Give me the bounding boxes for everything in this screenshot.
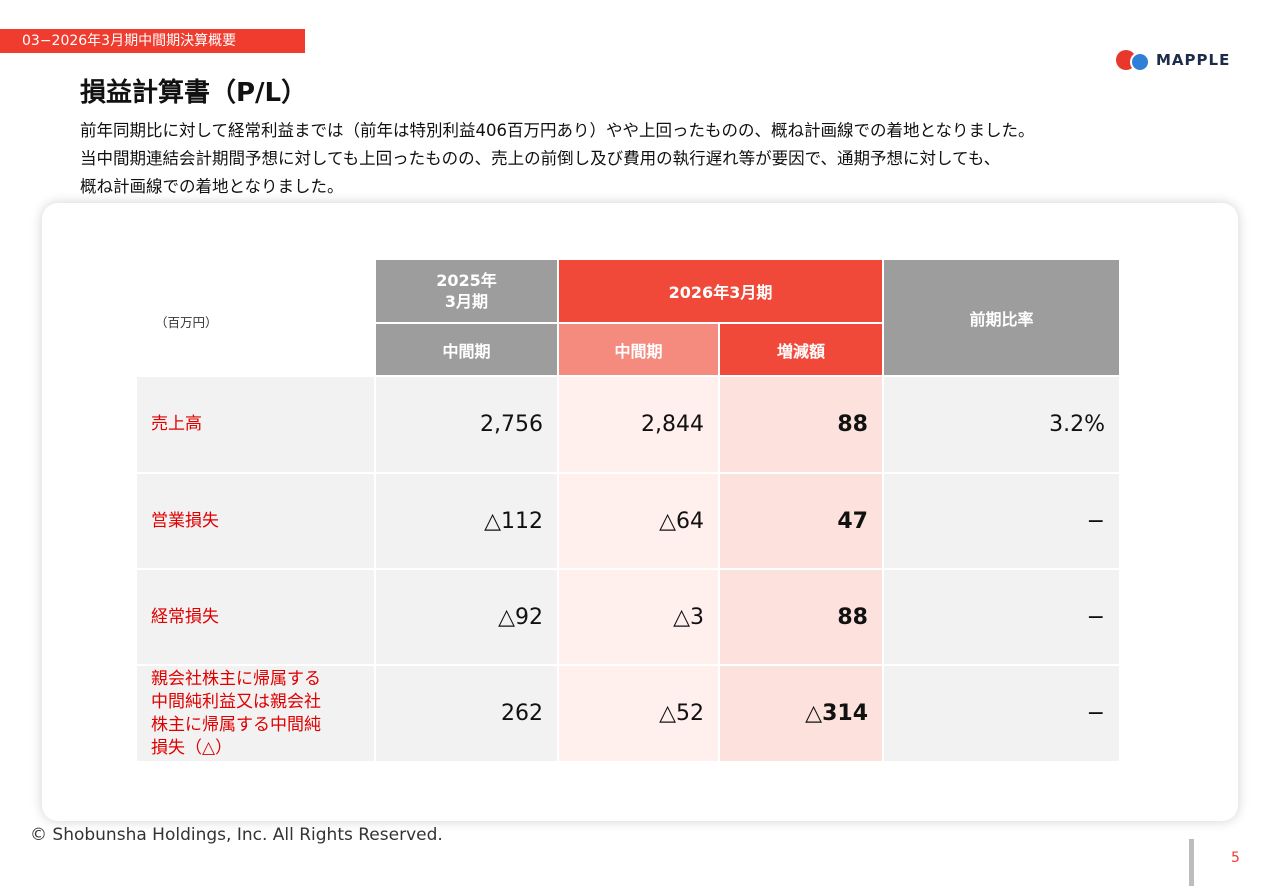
header-curr-interim: 中間期 [559, 324, 718, 375]
cell-change: 88 [720, 570, 882, 664]
cell-prev: △112 [376, 474, 557, 568]
cell-curr: △52 [559, 666, 718, 761]
row-label-line: 親会社株主に帰属する [151, 668, 321, 689]
row-label-line: 中間純利益又は親会社 [151, 691, 321, 712]
row-label-line: 株主に帰属する中間純 [151, 714, 321, 735]
header-curr-year: 2026年3月期 [559, 260, 882, 322]
cell-ratio: − [884, 570, 1119, 664]
description-line: 前年同期比に対して経常利益までは（前年は特別利益406百万円あり）やや上回ったも… [80, 121, 1035, 140]
unit-label: （百万円） [155, 315, 218, 330]
row-label-line: 損失（△） [151, 737, 233, 758]
description-line: 概ね計画線での着地となりました。 [80, 177, 344, 196]
logo-mark-icon [1114, 46, 1154, 74]
cell-prev: 262 [376, 666, 557, 761]
cell-ratio: 3.2% [884, 377, 1119, 472]
cell-curr: 2,844 [559, 377, 718, 472]
row-label-ordinary-loss: 経常損失 [137, 570, 374, 664]
cell-change: 47 [720, 474, 882, 568]
page-number: 5 [1231, 850, 1240, 866]
page-number-divider [1189, 839, 1194, 886]
cell-change: 88 [720, 377, 882, 472]
header-prev-year: 2025年 3月期 [376, 260, 557, 322]
header-ratio: 前期比率 [884, 260, 1119, 375]
cell-change: △314 [720, 666, 882, 761]
cell-ratio: − [884, 474, 1119, 568]
header-change: 増減額 [720, 324, 882, 375]
mapple-logo: MAPPLE [1114, 44, 1230, 76]
cell-prev: 2,756 [376, 377, 557, 472]
row-label-net-income: 親会社株主に帰属する 中間純利益又は親会社 株主に帰属する中間純 損失（△） [137, 666, 374, 761]
cell-curr: △3 [559, 570, 718, 664]
cell-ratio: − [884, 666, 1119, 761]
logo-text: MAPPLE [1156, 51, 1231, 69]
row-label-operating-loss: 営業損失 [137, 474, 374, 568]
page-title: 損益計算書（P/L） [80, 78, 308, 108]
cell-prev: △92 [376, 570, 557, 664]
description-line: 当中間期連結会計期間予想に対しても上回ったものの、売上の前倒し及び費用の執行遅れ… [80, 149, 1001, 168]
section-tag: 03−2026年3月期中間期決算概要 [0, 29, 305, 53]
cell-curr: △64 [559, 474, 718, 568]
header-prev-interim: 中間期 [376, 324, 557, 375]
description: 前年同期比に対して経常利益までは（前年は特別利益406百万円あり）やや上回ったも… [80, 117, 1230, 201]
copyright: © Shobunsha Holdings, Inc. All Rights Re… [30, 825, 443, 845]
row-label-sales: 売上高 [137, 377, 374, 472]
